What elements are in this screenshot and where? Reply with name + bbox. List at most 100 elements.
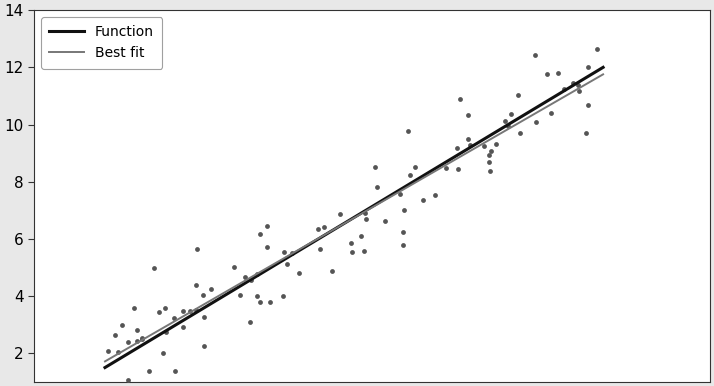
Point xyxy=(116,322,128,328)
Point xyxy=(254,299,266,305)
Point xyxy=(282,261,293,267)
Point xyxy=(312,226,323,232)
Point xyxy=(483,158,495,164)
Point xyxy=(478,143,490,149)
Point xyxy=(326,268,338,274)
Point xyxy=(558,86,570,92)
Best fit xyxy=(599,72,608,77)
Point xyxy=(160,329,171,335)
Point xyxy=(318,224,330,230)
Point xyxy=(455,96,466,102)
Point xyxy=(264,299,276,305)
Point xyxy=(491,141,502,147)
Point xyxy=(102,348,114,354)
Point xyxy=(112,349,124,355)
Point xyxy=(205,286,216,292)
Point xyxy=(184,308,196,315)
Point xyxy=(131,327,142,333)
Point xyxy=(464,142,476,148)
Point xyxy=(397,229,408,235)
Point xyxy=(410,164,421,170)
Point xyxy=(502,122,513,129)
Point xyxy=(261,222,273,229)
Point xyxy=(234,292,246,298)
Point xyxy=(567,80,578,86)
Point xyxy=(228,264,240,270)
Point xyxy=(191,246,203,252)
Point xyxy=(370,164,381,170)
Point xyxy=(159,305,170,311)
Point xyxy=(402,128,413,134)
Point xyxy=(169,315,180,321)
Point xyxy=(360,210,371,216)
Point xyxy=(286,249,297,256)
Point xyxy=(177,307,188,313)
Point xyxy=(153,308,164,315)
Point xyxy=(394,191,406,197)
Point xyxy=(177,324,188,330)
Point xyxy=(251,271,263,278)
Point xyxy=(136,335,148,342)
Point xyxy=(346,240,357,246)
Point xyxy=(429,191,441,198)
Point xyxy=(255,231,266,237)
Point xyxy=(198,314,210,320)
Point xyxy=(529,52,540,58)
Point xyxy=(512,92,523,98)
Point xyxy=(144,368,155,374)
Point xyxy=(484,168,496,174)
Point xyxy=(251,293,262,300)
Point xyxy=(483,152,495,159)
Point xyxy=(293,270,304,276)
Point xyxy=(261,244,273,251)
Point xyxy=(580,129,592,135)
Point xyxy=(499,119,511,125)
Point xyxy=(573,88,584,94)
Point xyxy=(356,233,367,239)
Point xyxy=(371,184,383,190)
Point xyxy=(361,216,372,222)
Point xyxy=(122,339,134,345)
Point xyxy=(334,211,346,217)
Point xyxy=(157,350,169,356)
Point xyxy=(169,368,181,374)
Point xyxy=(131,338,143,344)
Point xyxy=(591,46,603,52)
Point xyxy=(197,292,208,298)
Point xyxy=(198,342,210,349)
Point xyxy=(148,265,159,271)
Point xyxy=(541,71,553,77)
Point xyxy=(398,207,410,213)
Point xyxy=(572,82,583,88)
Best fit xyxy=(101,359,109,364)
Point xyxy=(583,64,594,70)
Legend: Function, Best fit: Function, Best fit xyxy=(41,17,162,69)
Point xyxy=(278,249,289,255)
Point xyxy=(486,148,497,154)
Point xyxy=(545,110,556,117)
Point xyxy=(417,196,428,203)
Line: Best fit: Best fit xyxy=(105,74,603,361)
Point xyxy=(109,332,121,338)
Point xyxy=(239,274,251,280)
Point xyxy=(404,172,416,178)
Point xyxy=(244,319,256,325)
Point xyxy=(245,277,256,283)
Point xyxy=(346,249,357,256)
Point xyxy=(398,242,409,248)
Point xyxy=(358,249,370,255)
Point xyxy=(190,307,201,313)
Point xyxy=(191,282,202,288)
Point xyxy=(452,166,463,173)
Point xyxy=(531,119,542,125)
Point xyxy=(451,145,463,151)
Point xyxy=(440,164,451,171)
Point xyxy=(379,217,391,223)
Point xyxy=(463,136,474,142)
Point xyxy=(506,111,517,117)
Point xyxy=(463,112,474,119)
Point xyxy=(277,293,288,299)
Point xyxy=(129,305,140,311)
Point xyxy=(514,130,526,136)
Point xyxy=(314,246,326,252)
